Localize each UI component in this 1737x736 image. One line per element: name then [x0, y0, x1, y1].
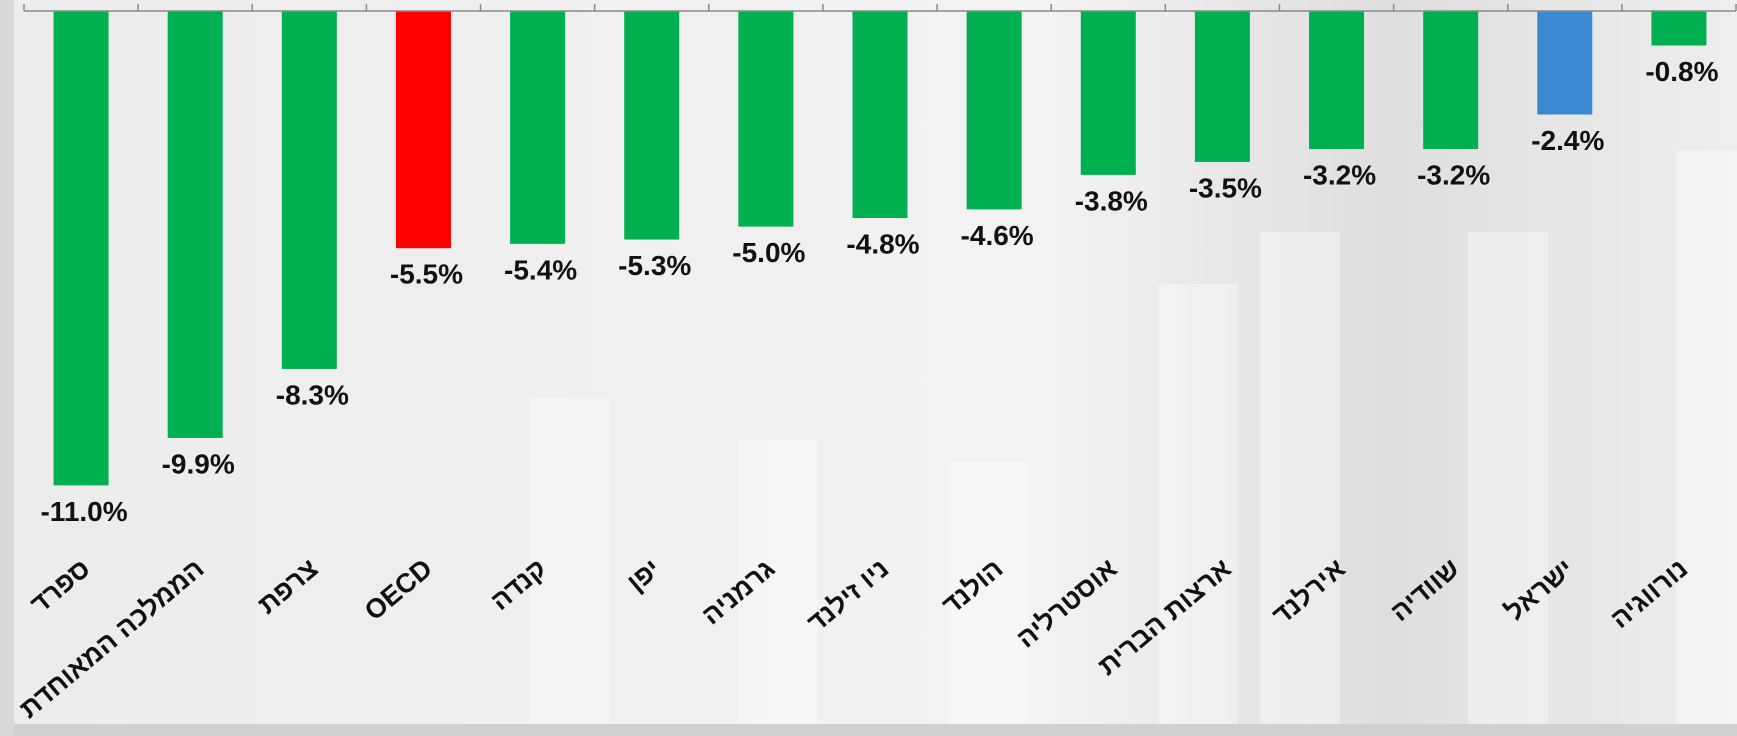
bar — [1423, 11, 1479, 149]
bar — [1537, 11, 1593, 115]
value-label: -3.5% — [1189, 172, 1262, 203]
bar — [1080, 11, 1136, 175]
bottom-strip — [0, 724, 1737, 736]
value-label: -3.8% — [1075, 185, 1148, 216]
value-label: -11.0% — [40, 496, 127, 527]
value-label: -4.6% — [961, 220, 1034, 251]
value-label: -3.2% — [1303, 159, 1376, 190]
value-label: -5.5% — [390, 259, 463, 290]
bar — [966, 11, 1022, 210]
bar — [510, 11, 566, 244]
bar — [53, 11, 109, 486]
decoration — [530, 150, 1737, 736]
value-label: -0.8% — [1645, 56, 1718, 87]
value-label: -9.9% — [162, 448, 235, 479]
bar — [624, 11, 680, 240]
bar — [1309, 11, 1365, 149]
value-label: -5.0% — [732, 237, 805, 268]
bar — [1651, 11, 1707, 46]
bar — [1194, 11, 1250, 162]
bar — [395, 11, 451, 249]
value-label: -5.3% — [618, 250, 691, 281]
value-label: -4.8% — [846, 228, 919, 259]
left-strip — [0, 0, 14, 736]
value-label: -2.4% — [1531, 125, 1604, 156]
value-label: -5.4% — [504, 254, 577, 285]
value-label: -8.3% — [276, 379, 349, 410]
value-label: -3.2% — [1417, 159, 1490, 190]
bar — [852, 11, 908, 218]
bar — [167, 11, 223, 438]
bar — [738, 11, 794, 227]
bar — [281, 11, 337, 369]
